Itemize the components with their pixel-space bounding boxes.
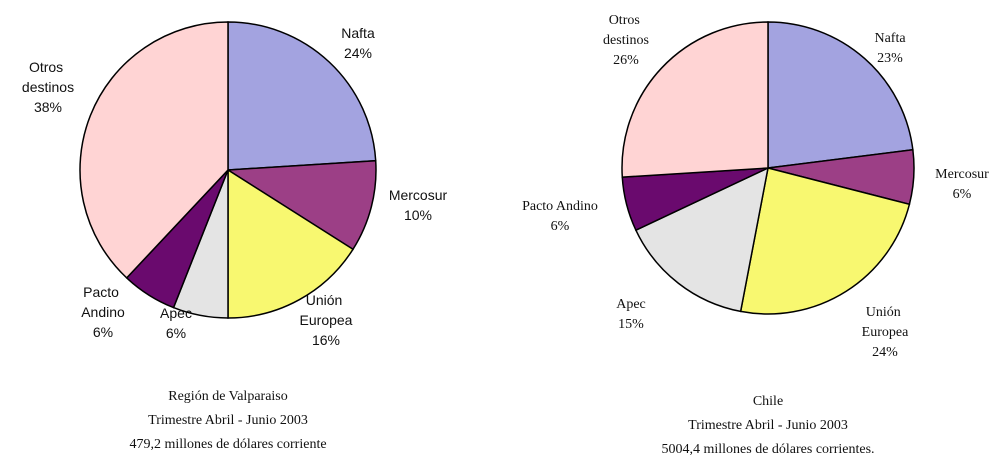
- slice-value-label: 16%: [312, 332, 340, 348]
- slice-label: Apec: [616, 297, 646, 312]
- slice-label: Nafta: [874, 31, 906, 46]
- chart-caption: 5004,4 millones de dólares corrientes.: [661, 442, 874, 457]
- slice-label: Otros destinos: [603, 13, 649, 48]
- chart-caption: 479,2 millones de dólares corriente: [129, 437, 326, 452]
- slice-value-label: 6%: [551, 219, 570, 234]
- pie-slice: [79, 21, 229, 279]
- pie-chart: Nafta 24% Mercosur 10% Unión Europea 16% Apec 6…: [22, 21, 448, 452]
- pie-slice: [767, 21, 914, 169]
- chart-caption: Trimestre Abril - Junio 2003: [148, 413, 308, 428]
- slice-value-label: 6%: [166, 325, 186, 341]
- slice-label: Mercosur: [935, 167, 989, 182]
- chart-caption: Región de Valparaiso: [168, 389, 288, 404]
- slice-value-label: 26%: [613, 53, 639, 68]
- slice-label: Unión Europea: [862, 305, 909, 340]
- slice-label: Pacto Andino: [522, 199, 598, 214]
- pie-slice: [621, 21, 769, 178]
- pie-slice: [227, 21, 377, 171]
- slice-value-label: 15%: [618, 317, 644, 332]
- slice-value-label: 10%: [404, 207, 432, 223]
- slice-value-label: 23%: [877, 51, 903, 66]
- slice-value-label: 6%: [93, 324, 113, 340]
- pie-slice: [227, 168, 354, 319]
- pie-slice: [739, 167, 911, 315]
- slice-label: Unión Europea: [300, 292, 353, 328]
- slice-label: Nafta: [341, 25, 375, 41]
- slice-value-label: 24%: [344, 45, 372, 61]
- slice-label: Mercosur: [389, 187, 448, 203]
- pie-chart: Nafta 23% Mercosur 6% Unión Europea 24% Apec 15…: [522, 13, 989, 457]
- slice-value-label: 24%: [872, 345, 898, 360]
- slice-value-label: 38%: [34, 99, 62, 115]
- slice-label: Apec: [160, 305, 192, 321]
- pie-slice: [634, 166, 770, 313]
- slice-label: Otros destinos: [22, 59, 74, 95]
- chart-caption: Chile: [753, 394, 783, 409]
- pie-slice: [225, 159, 377, 251]
- slice-value-label: 6%: [953, 187, 972, 202]
- slice-label: Pacto Andino: [81, 284, 125, 320]
- chart-caption: Trimestre Abril - Junio 2003: [688, 418, 848, 433]
